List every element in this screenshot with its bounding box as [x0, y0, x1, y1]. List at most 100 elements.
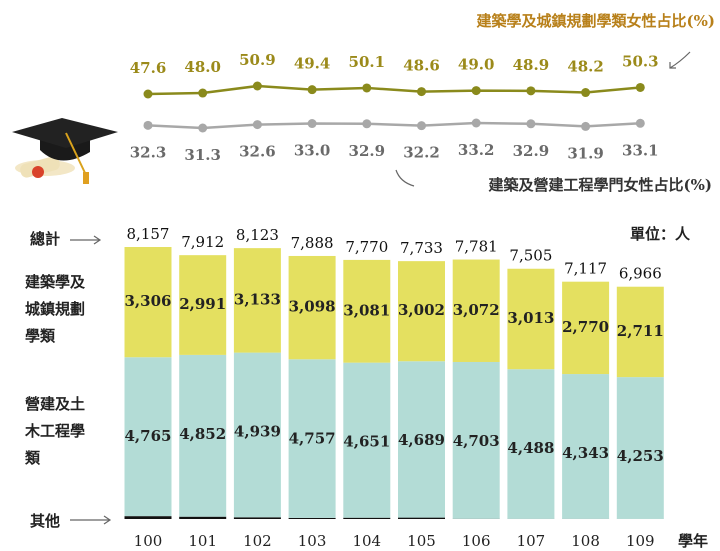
total-label: 7,117: [564, 260, 607, 278]
line-value-label: 33.0: [294, 142, 331, 160]
bar-segment: [343, 259, 391, 363]
line-value-label: 32.2: [403, 144, 440, 162]
bar-segment: [179, 255, 227, 355]
line-point: [143, 120, 153, 130]
value-label: 4,939: [234, 423, 281, 441]
value-label: 2,991: [179, 295, 226, 313]
total-label: 7,505: [509, 247, 552, 265]
x-tick-label: 106: [462, 532, 491, 550]
bar-segment: [452, 361, 500, 519]
line-point: [143, 89, 153, 99]
value-label: 3,098: [289, 298, 336, 316]
top-line-legend: 建築學及城鎮規劃學類女性占比(%): [477, 12, 715, 30]
bar-segment: [179, 516, 227, 519]
legend-construction: 營建及土木工程學類: [24, 395, 85, 467]
line-value-label: 47.6: [130, 59, 167, 77]
bar-segment: [507, 369, 555, 519]
line-point: [198, 123, 208, 133]
line-point: [581, 88, 591, 98]
line-value-label: 32.9: [349, 142, 386, 160]
line-value-label: 31.9: [567, 144, 604, 162]
line-value-label: 48.0: [184, 58, 221, 76]
line-point: [362, 119, 372, 129]
total-label: 7,912: [181, 233, 224, 251]
bar-segment: [179, 354, 227, 517]
line-value-label: 31.3: [184, 146, 221, 164]
line-value-label: 33.2: [458, 141, 495, 159]
bar-segment: [233, 517, 281, 519]
bar-segment: [562, 281, 610, 375]
value-label: 4,253: [617, 447, 664, 465]
bar-segment: [124, 247, 172, 358]
line-value-label: 33.1: [622, 141, 659, 159]
cap-icon: [12, 118, 118, 184]
bottom-line-legend: 建築及營建工程學門女性占比(%): [489, 176, 712, 194]
bar-segment: [507, 268, 555, 370]
value-label: 2,711: [617, 322, 664, 340]
bar-segment: [616, 286, 664, 378]
value-label: 3,306: [125, 292, 172, 310]
line-value-label: 50.3: [622, 52, 659, 70]
value-label: 2,770: [562, 318, 609, 336]
value-label: 3,072: [453, 301, 500, 319]
bar-segment: [124, 357, 172, 517]
x-tick-label: 101: [188, 532, 217, 550]
value-label: 4,852: [179, 425, 226, 443]
x-tick-label: 102: [243, 532, 272, 550]
value-label: 3,002: [398, 301, 445, 319]
line-point: [307, 85, 317, 95]
x-tick-label: 100: [134, 532, 163, 550]
bar-segment: [124, 516, 172, 519]
bar-segment: [288, 255, 336, 360]
line-value-label: 32.6: [239, 143, 276, 161]
line-value-label: 48.9: [513, 56, 550, 74]
x-tick-label: 107: [517, 532, 546, 550]
unit: 單位：人: [630, 225, 691, 243]
legend-other: 其他: [30, 512, 60, 530]
line: [147, 84, 641, 96]
legend-architecture: 建築學及城鎮規劃學類: [25, 273, 86, 345]
bar-segment: [398, 361, 445, 518]
value-label: 3,081: [343, 301, 390, 319]
bar-segment: [452, 259, 500, 362]
line-point: [581, 121, 591, 131]
x-axis-label: 學年: [678, 532, 708, 550]
line-point: [635, 82, 645, 92]
x-tick-label: 103: [298, 532, 327, 550]
line-value-label: 32.9: [513, 142, 550, 160]
line-value-label: 32.3: [130, 143, 167, 161]
line-value-label: 50.1: [349, 53, 386, 71]
line-point: [471, 118, 481, 128]
value-label: 4,757: [289, 429, 336, 447]
total-label: 總計: [30, 230, 60, 248]
x-tick-label: 105: [407, 532, 436, 550]
line-point: [417, 121, 426, 131]
x-tick-label: 108: [571, 532, 600, 550]
line-point: [252, 120, 262, 130]
value-label: 4,651: [343, 433, 390, 451]
value-label: 3,013: [507, 309, 554, 327]
value-label: 4,765: [125, 427, 172, 445]
total-label: 7,888: [291, 234, 334, 252]
line-point: [471, 86, 481, 96]
value-label: 4,343: [562, 444, 609, 462]
total-label: 7,733: [400, 239, 443, 257]
line-point: [635, 118, 645, 128]
line-value-label: 49.4: [294, 55, 331, 73]
bar-segment: [398, 517, 445, 519]
total-label: 7,770: [345, 238, 388, 256]
line-point: [526, 86, 536, 96]
bar-segment: [398, 261, 445, 362]
line-value-label: 50.9: [239, 51, 276, 69]
line-point: [307, 119, 317, 129]
line: [147, 121, 641, 130]
total-label: 6,966: [619, 265, 662, 283]
bar-segment: [343, 517, 391, 519]
total-label: 8,123: [236, 226, 279, 244]
line-value-label: 48.6: [403, 57, 440, 75]
value-label: 4,689: [398, 431, 445, 449]
bar-segment: [343, 362, 391, 518]
x-tick-label: 104: [352, 532, 381, 550]
line-point: [417, 87, 426, 97]
